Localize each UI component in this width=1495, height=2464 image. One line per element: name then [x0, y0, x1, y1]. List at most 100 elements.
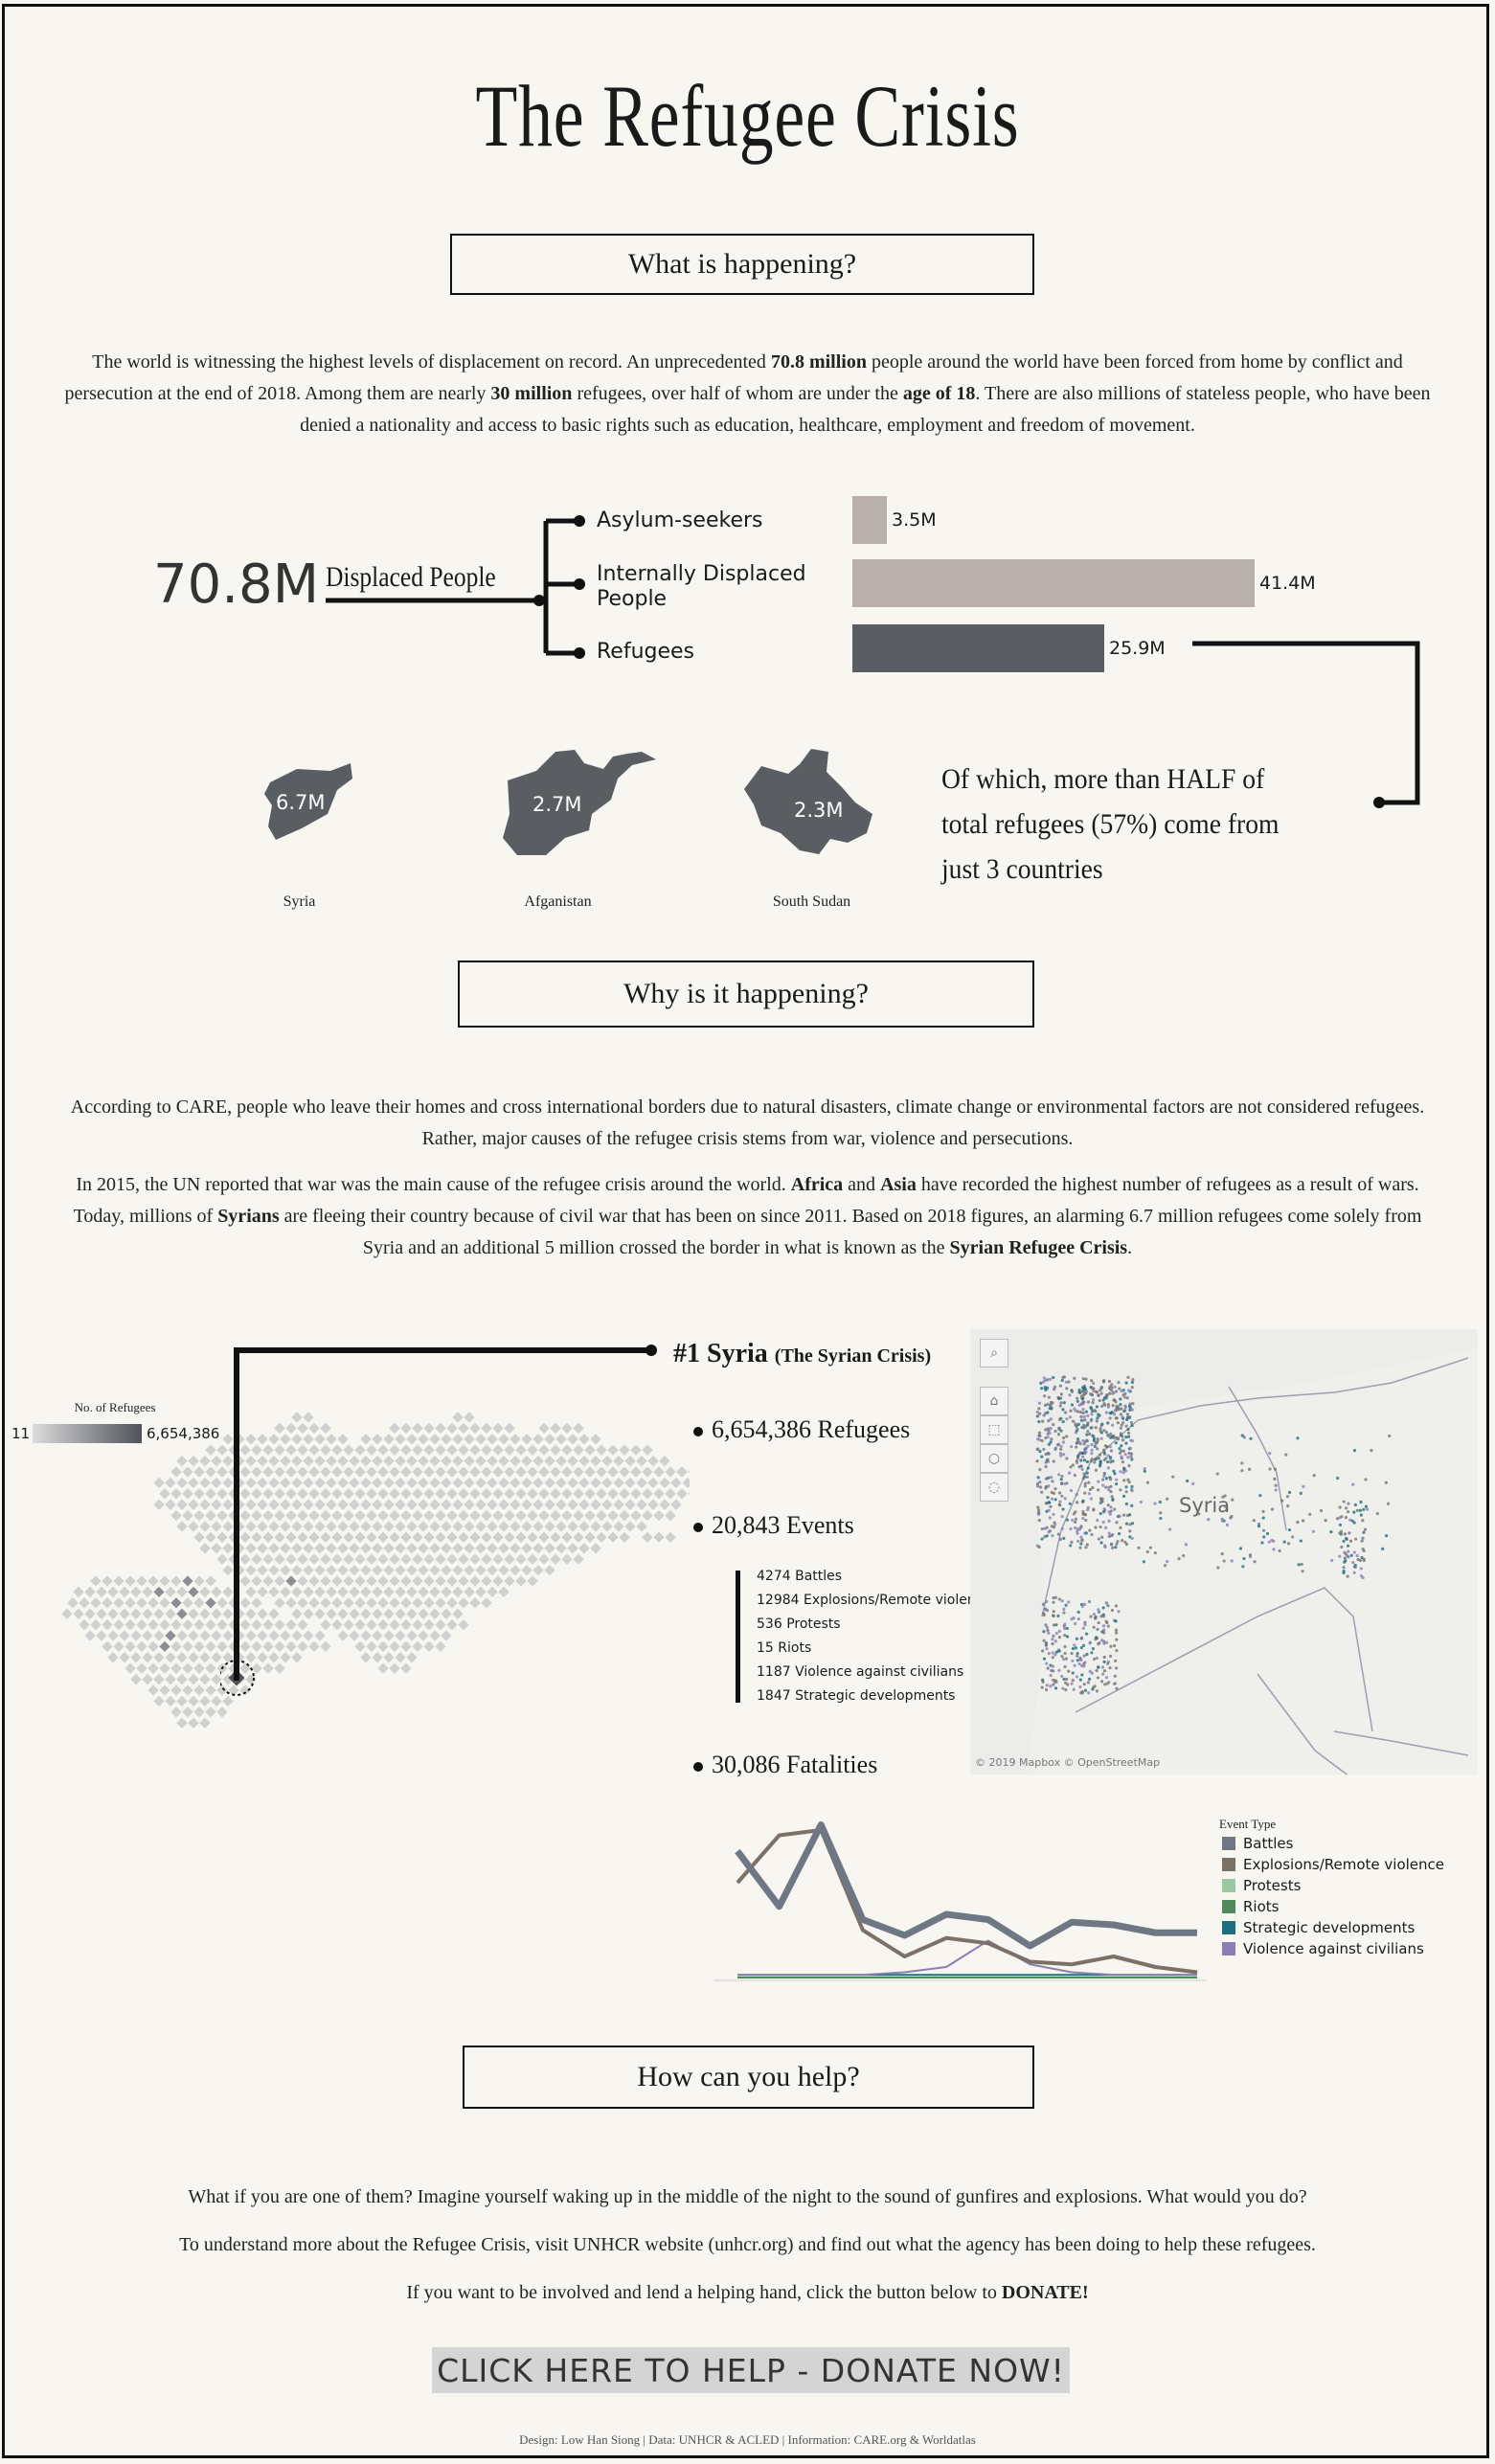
country-cell[interactable]: [469, 1575, 481, 1587]
country-cell[interactable]: [630, 1466, 642, 1478]
country-cell[interactable]: [119, 1608, 130, 1619]
country-cell[interactable]: [452, 1412, 464, 1423]
country-cell[interactable]: [153, 1695, 165, 1707]
country-cell[interactable]: [211, 1608, 222, 1619]
country-cell[interactable]: [268, 1630, 280, 1641]
country-cell[interactable]: [205, 1444, 216, 1456]
country-cell[interactable]: [193, 1509, 205, 1522]
country-cell[interactable]: [464, 1521, 475, 1532]
country-cell[interactable]: [216, 1684, 228, 1696]
country-cell[interactable]: [170, 1488, 182, 1500]
country-cell[interactable]: [331, 1466, 343, 1478]
country-cell[interactable]: [280, 1630, 291, 1641]
country-cell[interactable]: [176, 1673, 188, 1685]
country-cell[interactable]: [73, 1586, 84, 1598]
country-cell[interactable]: [676, 1466, 688, 1478]
country-cell[interactable]: [400, 1466, 412, 1478]
country-cell[interactable]: [193, 1707, 205, 1718]
country-cell[interactable]: [532, 1521, 544, 1532]
country-cell[interactable]: [199, 1477, 211, 1489]
country-cell[interactable]: [84, 1608, 96, 1619]
country-cell[interactable]: [136, 1618, 147, 1631]
country-cell[interactable]: [619, 1466, 630, 1478]
country-cell[interactable]: [130, 1608, 142, 1619]
country-cell[interactable]: [113, 1618, 125, 1631]
country-cell[interactable]: [354, 1466, 366, 1478]
country-cell[interactable]: [205, 1618, 216, 1631]
country-cell[interactable]: [584, 1466, 596, 1478]
country-cell[interactable]: [274, 1575, 285, 1587]
country-cell[interactable]: [423, 1597, 435, 1609]
country-cell[interactable]: [412, 1575, 423, 1587]
country-cell[interactable]: [377, 1466, 389, 1478]
country-cell[interactable]: [153, 1630, 165, 1641]
country-cell[interactable]: [153, 1477, 165, 1489]
country-cell[interactable]: [142, 1652, 153, 1663]
country-cell[interactable]: [222, 1608, 234, 1619]
country-cell[interactable]: [199, 1455, 211, 1467]
country-cell[interactable]: [113, 1575, 125, 1587]
country-cell[interactable]: [205, 1662, 216, 1674]
country-cell[interactable]: [360, 1608, 372, 1619]
country-cell[interactable]: [176, 1630, 188, 1641]
world-refugee-map[interactable]: [57, 1350, 690, 1906]
country-cell[interactable]: [337, 1608, 349, 1619]
country-cell[interactable]: [205, 1684, 216, 1696]
country-cell[interactable]: [205, 1640, 216, 1653]
country-cell[interactable]: [366, 1575, 377, 1587]
country-cell[interactable]: [521, 1521, 532, 1532]
country-cell[interactable]: [251, 1662, 262, 1674]
country-cell[interactable]: [498, 1521, 510, 1532]
country-cell[interactable]: [79, 1618, 90, 1631]
country-cell[interactable]: [441, 1630, 452, 1641]
country-cell[interactable]: [418, 1630, 429, 1641]
country-cell[interactable]: [188, 1673, 199, 1685]
country-cell[interactable]: [642, 1466, 653, 1478]
country-cell[interactable]: [469, 1466, 481, 1478]
country-cell[interactable]: [239, 1684, 251, 1696]
country-cell[interactable]: [199, 1543, 211, 1554]
syria-map-canvas[interactable]: [970, 1329, 1478, 1775]
country-cell[interactable]: [199, 1695, 211, 1707]
country-cell[interactable]: [670, 1499, 682, 1510]
country-cell[interactable]: [193, 1488, 205, 1500]
country-cell[interactable]: [303, 1521, 314, 1532]
country-cell[interactable]: [147, 1640, 159, 1653]
legend-item[interactable]: Battles: [1222, 1833, 1444, 1854]
country-cell[interactable]: [142, 1630, 153, 1641]
country-cell[interactable]: [165, 1630, 176, 1641]
country-cell[interactable]: [125, 1597, 136, 1609]
country-cell[interactable]: [360, 1630, 372, 1641]
country-cell[interactable]: [222, 1521, 234, 1532]
country-cell[interactable]: [205, 1466, 216, 1478]
legend-item[interactable]: Riots: [1222, 1896, 1444, 1917]
country-cell[interactable]: [343, 1597, 354, 1609]
country-cell[interactable]: [504, 1575, 515, 1587]
country-cell[interactable]: [182, 1466, 193, 1478]
country-cell[interactable]: [435, 1466, 446, 1478]
country-cell[interactable]: [153, 1652, 165, 1663]
country-cell[interactable]: [429, 1630, 441, 1641]
country-cell[interactable]: [119, 1630, 130, 1641]
legend-item[interactable]: Violence against civilians: [1222, 1938, 1444, 1959]
country-cell[interactable]: [481, 1597, 492, 1609]
country-cell[interactable]: [176, 1652, 188, 1663]
country-cell[interactable]: [326, 1608, 337, 1619]
country-cell[interactable]: [406, 1521, 418, 1532]
country-cell[interactable]: [492, 1466, 504, 1478]
country-cell[interactable]: [165, 1695, 176, 1707]
country-cell[interactable]: [153, 1608, 165, 1619]
country-cell[interactable]: [349, 1521, 360, 1532]
country-cell[interactable]: [665, 1531, 676, 1544]
country-cell[interactable]: [320, 1597, 331, 1609]
country-cell[interactable]: [624, 1521, 636, 1532]
country-cell[interactable]: [147, 1662, 159, 1674]
country-cell[interactable]: [205, 1531, 216, 1544]
country-cell[interactable]: [176, 1477, 188, 1489]
country-cell[interactable]: [107, 1586, 119, 1598]
country-cell[interactable]: [165, 1477, 176, 1489]
country-cell[interactable]: [251, 1597, 262, 1609]
country-cell[interactable]: [239, 1575, 251, 1587]
country-cell[interactable]: [193, 1597, 205, 1609]
country-cell[interactable]: [205, 1707, 216, 1718]
